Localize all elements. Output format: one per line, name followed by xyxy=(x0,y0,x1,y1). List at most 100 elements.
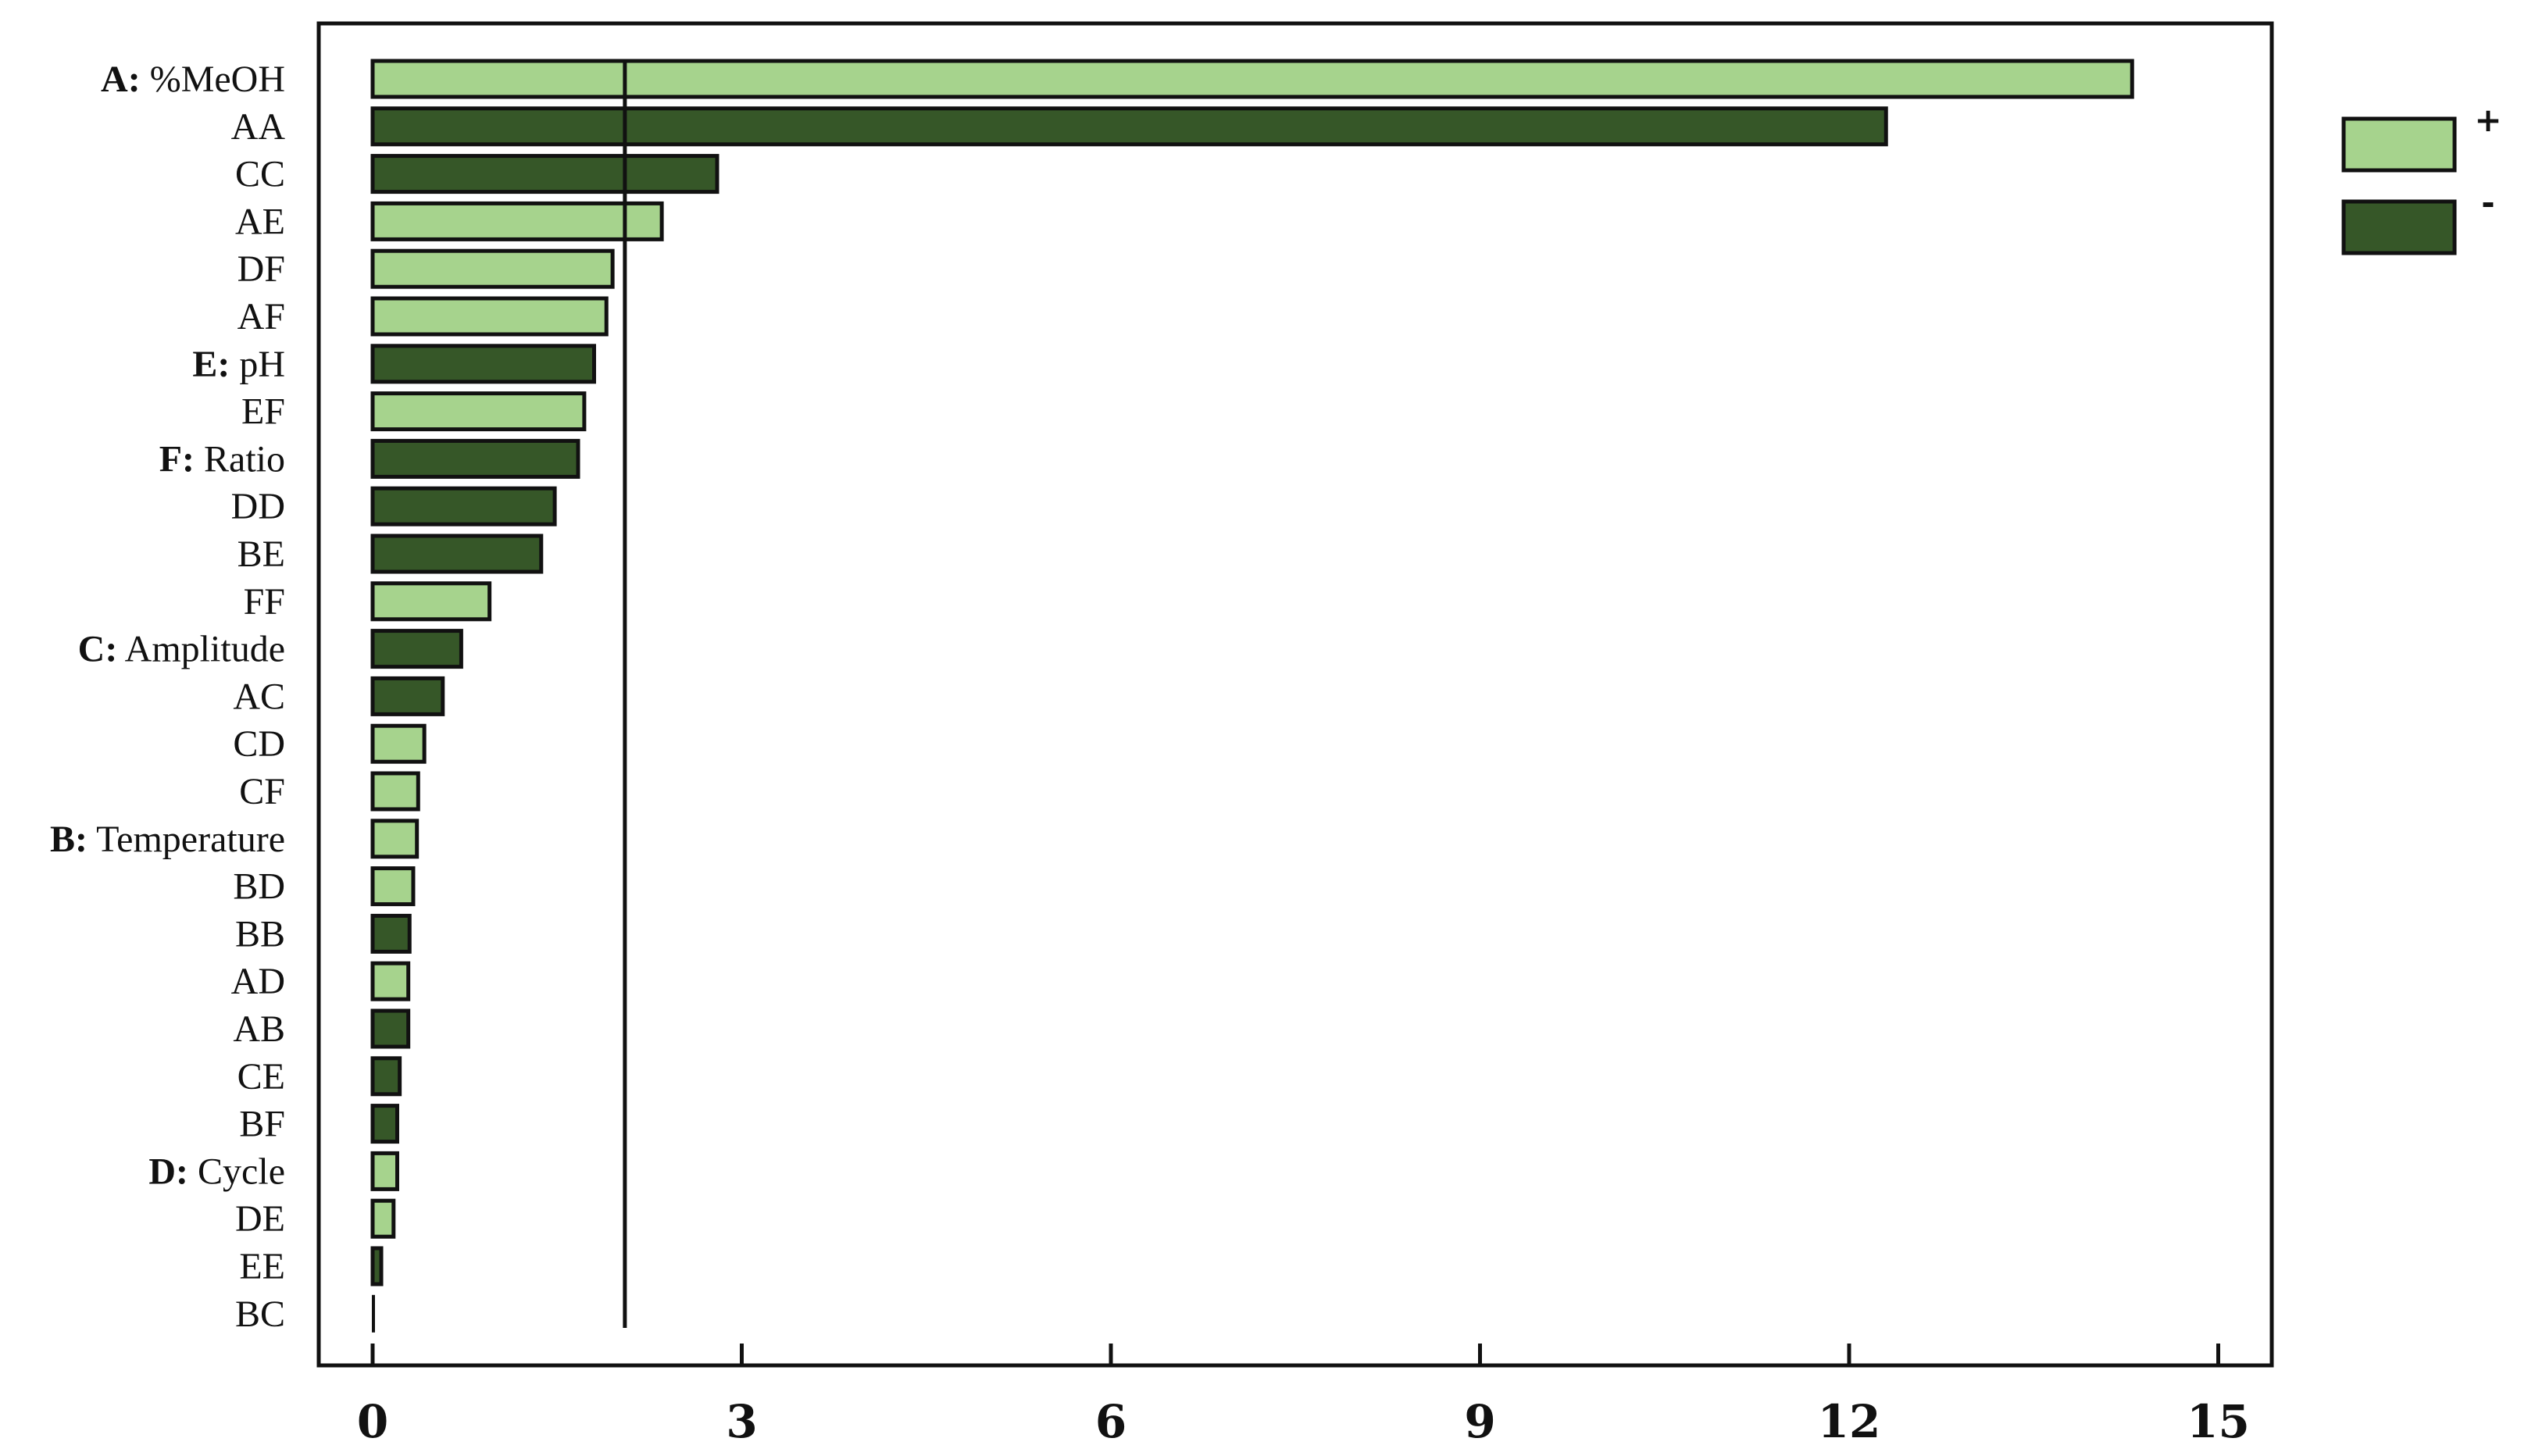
x-tick-label: 0 xyxy=(357,1395,388,1448)
factor-key: B: xyxy=(50,819,87,860)
factor-name: BF xyxy=(239,1104,285,1145)
bar-cc xyxy=(370,154,719,194)
factor-name: AF xyxy=(237,296,285,337)
factor-name: DD xyxy=(231,486,285,527)
factor-name: BD xyxy=(233,866,285,908)
category-label: DE xyxy=(235,1198,285,1240)
legend-label-negative: - xyxy=(2481,184,2494,222)
category-label: FF xyxy=(244,581,285,623)
category-label: CD xyxy=(233,723,285,765)
bar-c xyxy=(370,629,463,669)
legend-label-positive: + xyxy=(2474,101,2501,139)
factor-name: pH xyxy=(230,344,285,385)
bar-dd xyxy=(370,486,557,526)
factor-name: %MeOH xyxy=(141,59,285,100)
factor-name: FF xyxy=(244,581,285,623)
bar-bb xyxy=(370,913,412,954)
category-label: AA xyxy=(231,106,286,148)
category-label: CF xyxy=(239,771,285,812)
bar-cf xyxy=(370,771,420,812)
bar-a xyxy=(370,59,2134,99)
factor-key: A: xyxy=(101,59,141,100)
bar-af xyxy=(370,296,609,337)
bar-de xyxy=(370,1198,396,1239)
factor-name: EF xyxy=(241,391,285,433)
factor-name: Ratio xyxy=(195,438,285,480)
category-label: E: pH xyxy=(192,344,285,385)
legend: +- xyxy=(2341,101,2502,255)
category-label: AD xyxy=(231,961,285,1002)
category-label: AB xyxy=(233,1008,285,1050)
category-label: B: Temperature xyxy=(50,819,285,860)
category-label: DF xyxy=(237,248,285,290)
bar-e xyxy=(370,344,596,384)
bar-ae xyxy=(370,201,664,241)
category-label: BD xyxy=(233,866,285,908)
bar-bd xyxy=(370,866,416,907)
factor-name: BE xyxy=(237,534,285,575)
bars-layer xyxy=(370,59,2134,1333)
factor-name: Cycle xyxy=(188,1151,285,1192)
factor-key: C: xyxy=(78,629,118,670)
bar-df xyxy=(370,248,615,289)
category-label: BB xyxy=(235,913,285,955)
factor-name: AB xyxy=(233,1008,285,1050)
bar-bc xyxy=(372,1294,375,1333)
factor-key: F: xyxy=(159,438,195,480)
factor-name: BC xyxy=(235,1294,285,1335)
bar-cd xyxy=(370,723,427,764)
factor-name: Amplitude xyxy=(117,629,285,670)
plot-frame xyxy=(316,21,2274,1368)
x-tick-label: 9 xyxy=(1464,1395,1495,1448)
factor-name: AC xyxy=(233,676,285,717)
x-tick-label: 3 xyxy=(726,1395,757,1448)
bar-ff xyxy=(370,581,492,622)
bar-ab xyxy=(370,1008,411,1049)
factor-name: AE xyxy=(235,201,285,242)
factor-name: Temperature xyxy=(87,819,285,860)
category-label: AC xyxy=(233,676,285,717)
factor-name: EE xyxy=(239,1246,285,1287)
bar-ee xyxy=(370,1246,384,1286)
bar-ad xyxy=(370,961,411,1001)
category-label: CC xyxy=(235,154,285,195)
category-label: C: Amplitude xyxy=(78,629,285,670)
category-label: AE xyxy=(235,201,285,242)
category-label: EF xyxy=(241,391,285,433)
factor-name: CC xyxy=(235,154,285,195)
bar-bf xyxy=(370,1104,399,1144)
factor-name: DF xyxy=(237,248,285,290)
x-tick-label: 12 xyxy=(1818,1395,1881,1448)
factor-name: CD xyxy=(233,723,285,765)
factor-name: AA xyxy=(231,106,286,148)
bar-be xyxy=(370,534,544,574)
category-label: F: Ratio xyxy=(159,438,285,480)
category-label: BC xyxy=(235,1294,285,1335)
bar-ac xyxy=(370,676,445,716)
category-label: BE xyxy=(237,534,285,575)
factor-name: AD xyxy=(231,961,285,1002)
bar-ef xyxy=(370,391,587,432)
x-axis: 0 3 6 9 12 15 xyxy=(357,1344,2250,1448)
x-tick-label: 15 xyxy=(2187,1395,2250,1448)
factor-name: BB xyxy=(235,913,285,955)
bar-d xyxy=(370,1151,399,1191)
factor-name: CE xyxy=(237,1056,285,1097)
category-label: BF xyxy=(239,1104,285,1145)
factor-key: E: xyxy=(192,344,230,385)
factor-key: D: xyxy=(148,1151,188,1192)
factor-name: CF xyxy=(239,771,285,812)
category-label: EE xyxy=(239,1246,285,1287)
legend-swatch-negative xyxy=(2341,199,2457,255)
category-label: A: %MeOH xyxy=(101,59,285,100)
bar-ce xyxy=(370,1056,402,1097)
bar-aa xyxy=(370,106,1888,147)
legend-swatch-positive xyxy=(2341,116,2457,173)
category-label: DD xyxy=(231,486,285,527)
bar-f xyxy=(370,438,580,479)
factor-name: DE xyxy=(235,1198,285,1240)
category-label: AF xyxy=(237,296,285,337)
category-label: D: Cycle xyxy=(148,1151,285,1192)
